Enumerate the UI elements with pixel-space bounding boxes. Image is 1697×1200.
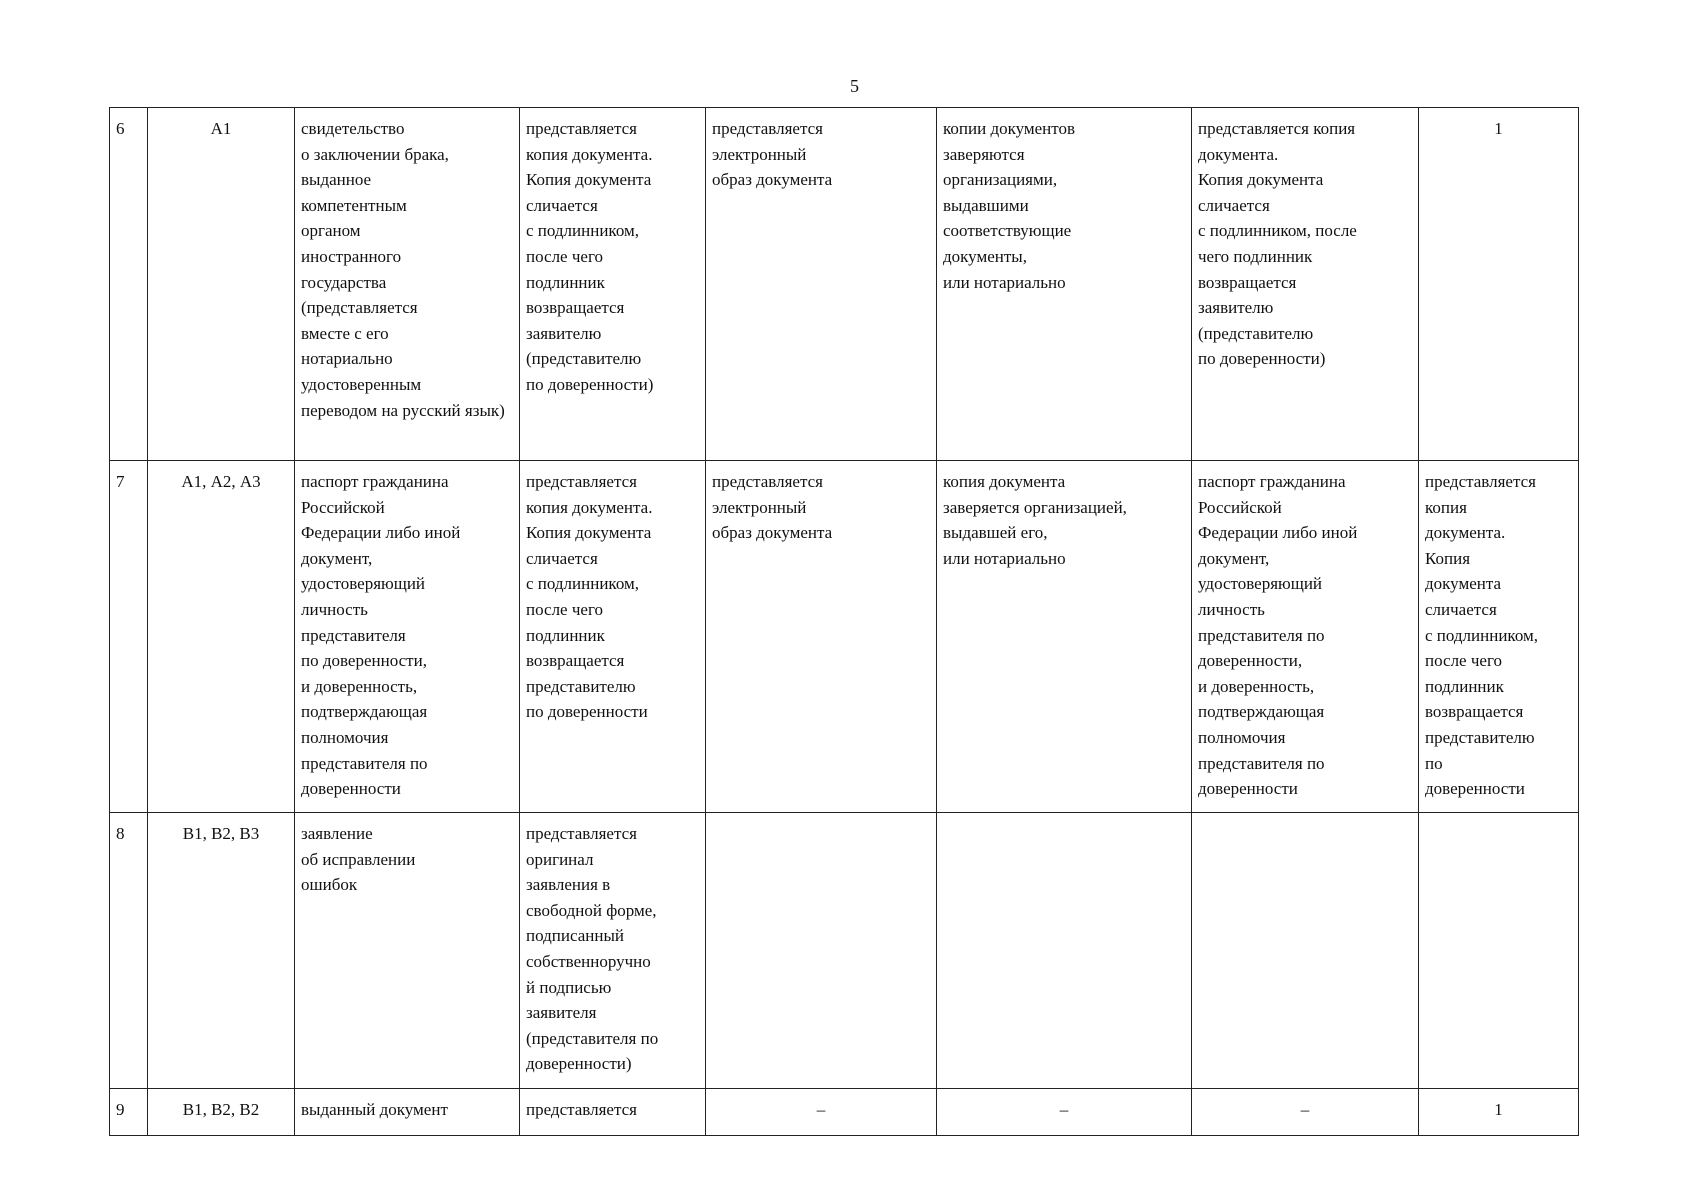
count-cell: представляется копия документа. Копия до… bbox=[1418, 460, 1579, 813]
table-row: 9 В1, В2, В2 выданный документ представл… bbox=[109, 1088, 1579, 1136]
count-cell: 1 bbox=[1418, 1088, 1579, 1136]
table-row: 7 А1, А2, А3 паспорт гражданина Российск… bbox=[109, 460, 1579, 813]
electronic-submission: представляется электронный образ докумен… bbox=[705, 107, 937, 461]
table-row: 6 А1 свидетельство о заключении брака, в… bbox=[109, 107, 1579, 461]
documents-table: 6 А1 свидетельство о заключении брака, в… bbox=[109, 107, 1579, 1136]
submission-details: представляется копия документа. Копия до… bbox=[1191, 107, 1419, 461]
electronic-submission: – bbox=[705, 1088, 937, 1136]
page-number: 5 bbox=[850, 76, 859, 96]
row-code: В1, В2, В2 bbox=[147, 1088, 295, 1136]
count-cell: 1 bbox=[1418, 107, 1579, 461]
electronic-submission: представляется электронный образ докумен… bbox=[705, 460, 937, 813]
paper-submission: представляется оригинал заявления в своб… bbox=[519, 812, 706, 1089]
certification-requirements: копии документов заверяются организациям… bbox=[936, 107, 1192, 461]
row-code: В1, В2, В3 bbox=[147, 812, 295, 1089]
row-number: 9 bbox=[109, 1088, 148, 1136]
row-number: 6 bbox=[109, 107, 148, 461]
certification-requirements: – bbox=[936, 1088, 1192, 1136]
table-row: 8 В1, В2, В3 заявление об исправлении ош… bbox=[109, 812, 1579, 1089]
document-name: выданный документ bbox=[294, 1088, 520, 1136]
certification-requirements: копия документа заверяется организацией,… bbox=[936, 460, 1192, 813]
electronic-submission bbox=[705, 812, 937, 1089]
submission-details bbox=[1191, 812, 1419, 1089]
submission-details: паспорт гражданина Российской Федерации … bbox=[1191, 460, 1419, 813]
row-code: А1, А2, А3 bbox=[147, 460, 295, 813]
certification-requirements bbox=[936, 812, 1192, 1089]
paper-submission: представляется bbox=[519, 1088, 706, 1136]
row-number: 7 bbox=[109, 460, 148, 813]
document-name: свидетельство о заключении брака, выданн… bbox=[294, 107, 520, 461]
document-name: паспорт гражданина Российской Федерации … bbox=[294, 460, 520, 813]
paper-submission: представляется копия документа. Копия до… bbox=[519, 107, 706, 461]
row-number: 8 bbox=[109, 812, 148, 1089]
paper-submission: представляется копия документа. Копия до… bbox=[519, 460, 706, 813]
row-code: А1 bbox=[147, 107, 295, 461]
document-name: заявление об исправлении ошибок bbox=[294, 812, 520, 1089]
submission-details: – bbox=[1191, 1088, 1419, 1136]
count-cell bbox=[1418, 812, 1579, 1089]
